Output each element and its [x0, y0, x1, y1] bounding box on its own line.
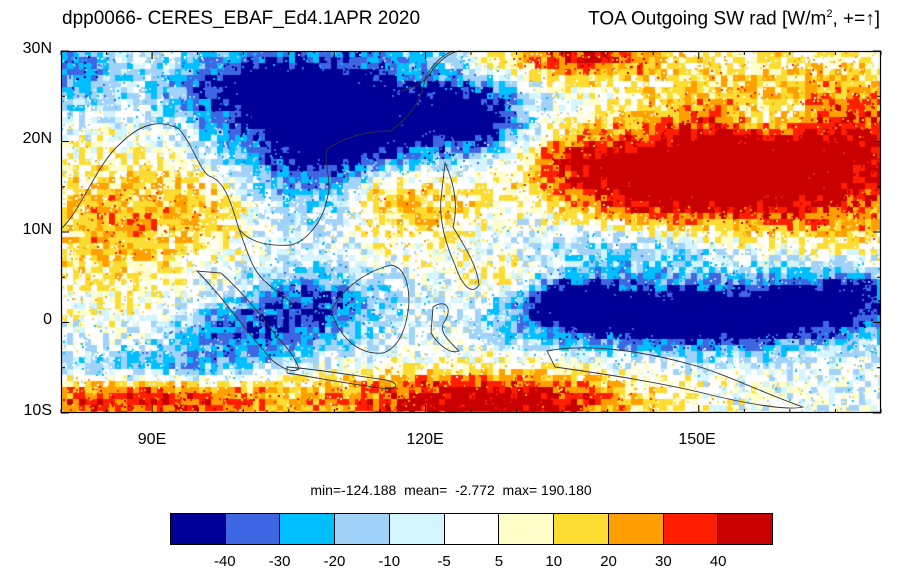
variable-title-suffix: , +=↑] [832, 8, 880, 30]
colorbar-label: 20 [600, 553, 617, 570]
map-border [60, 50, 882, 414]
field-statistics: min=-124.188 mean= -2.772 max= 190.180 [310, 482, 592, 498]
coastline-new-guinea [546, 347, 805, 409]
axis-ticks [60, 50, 882, 414]
colorbar-bin [663, 514, 719, 544]
variable-title: TOA Outgoing SW rad [W/m2, +=↑] [588, 8, 880, 30]
colorbar-label: -20 [323, 553, 346, 570]
colorbar-label: 5 [494, 553, 504, 570]
map-title: dpp0066- CERES_EBAF_Ed4.1APR 2020 [62, 8, 421, 29]
colorbar-bin [444, 514, 500, 544]
coastline-taiwan-coast [400, 50, 462, 92]
lat-label-20n: 20N [22, 130, 52, 147]
lat-label-equator: 0 [43, 311, 52, 328]
variable-title-prefix: TOA Outgoing SW rad [W/m [588, 8, 827, 30]
colorbar-bin [225, 514, 281, 544]
variable-title-superscript: 2 [826, 8, 833, 20]
colorbar-bin [171, 514, 226, 544]
colorbar-label: 40 [709, 553, 727, 570]
colorbar-label: -5 [437, 553, 451, 570]
coastline-indochina [208, 50, 454, 246]
colorbar-bin [554, 514, 609, 544]
coastline-philippines [440, 161, 480, 290]
colorbar-label: -40 [213, 553, 236, 570]
map-panel [60, 50, 882, 414]
coastline-borneo [330, 264, 410, 354]
coastline-india [60, 123, 210, 230]
colorbar-bin [335, 514, 390, 544]
colorbar-bin [389, 514, 445, 544]
anomaly-field [61, 51, 881, 413]
lat-label-30n: 30N [22, 40, 52, 57]
coastline-sulawesi [430, 303, 460, 353]
colorbar-bin [280, 514, 336, 544]
coastlines [60, 50, 805, 409]
map-frame [60, 50, 882, 414]
colorbar-label: 10 [545, 553, 563, 570]
colorbar-label: -10 [378, 553, 401, 570]
colorbar [170, 513, 773, 545]
coastline-malaya [238, 228, 294, 306]
colorbar-label: -30 [268, 553, 291, 570]
lon-label-120e: 120E [406, 431, 444, 448]
lon-label-150e: 150E [678, 431, 716, 448]
lat-label-10n: 10N [22, 221, 52, 238]
lat-label-10s: 10S [23, 402, 52, 419]
colorbar-bin [718, 514, 773, 544]
colorbar-label: 30 [655, 553, 672, 570]
colorbar-bin [499, 514, 555, 544]
colorbar-bin [608, 514, 664, 544]
coastline-sumatra [195, 270, 300, 372]
lon-label-90e: 90E [137, 431, 167, 448]
coastline-java [286, 366, 397, 390]
